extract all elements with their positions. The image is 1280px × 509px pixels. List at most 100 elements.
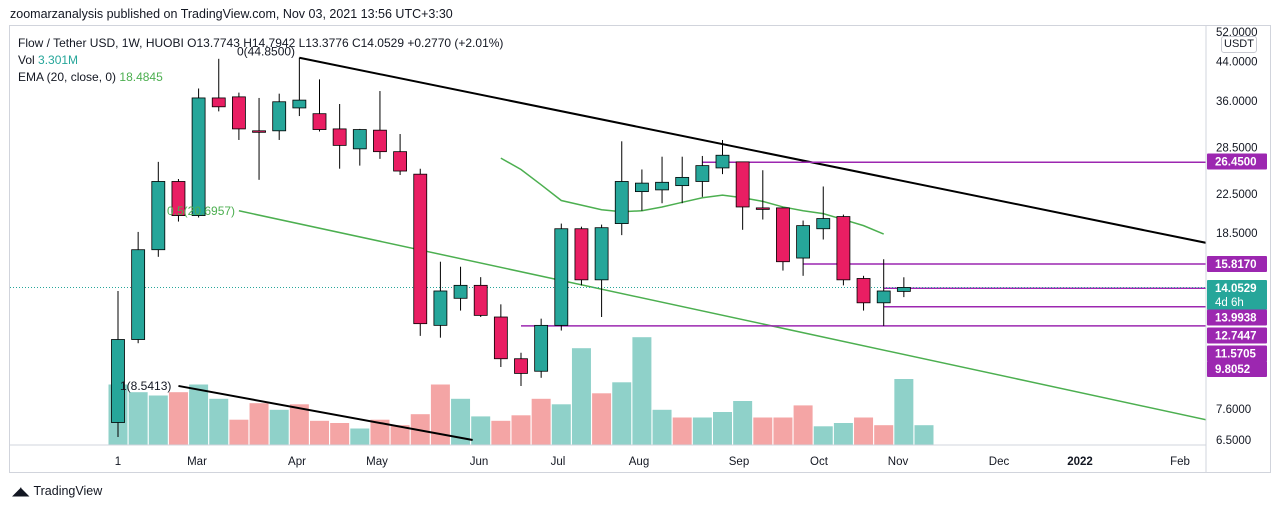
time-axis-label: Nov [888, 456, 909, 468]
volume-bar [914, 425, 934, 445]
candle-body [332, 128, 347, 146]
candle-body [635, 182, 649, 193]
chart-legend: Flow / Tether USD, 1W, HUOBI O13.7743 H1… [18, 35, 503, 86]
volume-bar [491, 420, 511, 445]
candle-body [211, 97, 226, 108]
volume-value: 3.301M [38, 53, 79, 67]
volume-bar [168, 392, 188, 445]
time-axis-label: 1 [115, 456, 121, 468]
time-axis-label: Apr [288, 456, 306, 468]
candle-body [312, 113, 327, 130]
candle-body [493, 316, 508, 360]
chart-frame [9, 25, 1271, 473]
time-axis-label: May [366, 456, 388, 468]
volume-bar [874, 425, 894, 445]
volume-bar [652, 409, 672, 445]
price-tag-label: 15.8170 [1215, 259, 1257, 271]
price-tick-label: 6.5000 [1216, 435, 1251, 447]
candle-body [675, 176, 690, 187]
ema-label: EMA (20, close, 0) [18, 70, 117, 84]
ema-line [500, 157, 884, 235]
volume-bar [249, 403, 269, 445]
candle-body [735, 161, 750, 208]
volume-bar [713, 412, 732, 445]
price-tick-label: 44.0000 [1216, 57, 1258, 69]
candle-body [836, 216, 851, 281]
volume-bar [833, 423, 853, 445]
fib-label-mid: 0.5(20.6957) [167, 204, 235, 218]
candle-body [876, 290, 891, 304]
price-tag-label: 14.0529 [1215, 283, 1257, 295]
candle-body [171, 181, 186, 216]
volume-bar [350, 428, 370, 445]
price-tick-label: 36.0000 [1216, 96, 1258, 108]
candle-body [292, 99, 307, 109]
volume-bar [148, 395, 168, 445]
time-axis-label: Aug [629, 456, 649, 468]
candle-body [473, 284, 488, 316]
volume-legend: Vol 3.301M [18, 52, 503, 69]
volume-bar [451, 398, 471, 445]
volume-label: Vol [18, 53, 35, 67]
currency-button[interactable]: USDT [1221, 36, 1257, 53]
candle-body [755, 207, 770, 210]
time-axis-label: Oct [810, 456, 829, 468]
volume-bar [370, 419, 390, 445]
candle-body [715, 154, 730, 169]
candle-body [393, 151, 408, 172]
candle-body [111, 339, 125, 423]
trend-line [299, 56, 1206, 244]
volume-bar [289, 404, 309, 445]
volume-bar [229, 419, 249, 445]
volume-bar [592, 393, 612, 445]
candle-body [695, 165, 710, 182]
candle-body [433, 290, 448, 326]
candle-body [252, 130, 266, 133]
candle-body [151, 181, 166, 251]
price-tick-label: 22.5000 [1216, 189, 1258, 201]
candle-body [514, 358, 528, 374]
candle-body [574, 228, 589, 281]
time-axis-label: Dec [989, 456, 1010, 468]
trend-line [178, 384, 473, 441]
price-tag-label: 12.7447 [1215, 331, 1257, 343]
volume-bar [894, 379, 914, 445]
candle-body [796, 225, 810, 259]
price-tag-bg [1207, 361, 1267, 377]
fib-label-top: 0(44.8500) [237, 45, 295, 59]
candle-body [776, 207, 790, 263]
candle-body [856, 278, 871, 304]
candle-body [594, 227, 609, 281]
volume-bar [854, 417, 874, 445]
volume-bar [209, 398, 229, 445]
candle-body [373, 129, 387, 153]
time-axis-label: Jul [551, 456, 566, 468]
time-axis-label: Mar [187, 456, 207, 468]
ema-value: 18.4845 [119, 70, 163, 84]
price-tag-bg [1207, 256, 1267, 272]
volume-bar [692, 417, 712, 445]
volume-bar [571, 348, 591, 445]
time-axis-label: Jun [470, 456, 489, 468]
price-tag: 14.0529 4d 6h [1207, 280, 1267, 310]
candle-body [534, 324, 549, 372]
price-tag: 9.8052 [1207, 361, 1267, 377]
candle-body [816, 218, 831, 230]
time-axis-label: Sep [729, 456, 749, 468]
candle-body [131, 249, 146, 340]
price-tag-label: 9.8052 [1215, 364, 1250, 376]
volume-bar [672, 417, 692, 445]
footer-branding[interactable]: ◢◣ TradingView [12, 484, 102, 498]
price-tag-bg [1207, 327, 1267, 344]
volume-bar [753, 417, 773, 445]
price-tag-label: 26.4500 [1215, 157, 1257, 169]
volume-bar [813, 426, 833, 445]
price-tag-countdown: 4d 6h [1215, 297, 1244, 309]
volume-bar [269, 409, 289, 445]
volume-bar [430, 384, 450, 445]
candle-body [191, 97, 206, 216]
candle-body [655, 181, 669, 191]
tradingview-logo-icon: ◢◣ [12, 484, 29, 498]
candle-body [453, 284, 468, 299]
